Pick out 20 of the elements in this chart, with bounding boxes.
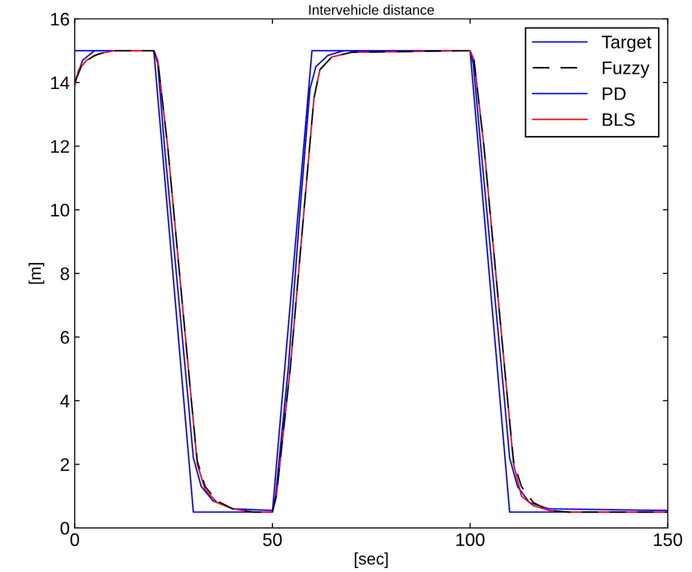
legend-label: Fuzzy	[602, 62, 650, 78]
y-tick-label: 2	[60, 458, 69, 471]
legend-label: Target	[602, 36, 652, 52]
y-tick-label: 8	[60, 267, 70, 280]
x-axis-title: [sec]	[354, 552, 388, 568]
y-tick-label: 14	[51, 76, 70, 90]
x-tick-label: 100	[456, 533, 484, 546]
y-axis-title: [m]	[28, 263, 44, 284]
x-tick-label: 0	[70, 533, 80, 546]
x-tick-label: 50	[263, 533, 282, 546]
y-tick-label: 16	[51, 12, 70, 26]
y-tick-label: 6	[60, 330, 70, 344]
y-tick-label: 12	[51, 140, 69, 153]
chart-title: Intervehicle distance	[309, 4, 434, 15]
legend-label: PD	[602, 88, 626, 100]
y-tick-label: 10	[51, 204, 70, 216]
y-tick-label: 0	[60, 522, 70, 535]
legend-label: BLS	[602, 113, 635, 126]
y-tick-label: 4	[60, 394, 70, 408]
x-tick-label: 150	[654, 533, 682, 546]
